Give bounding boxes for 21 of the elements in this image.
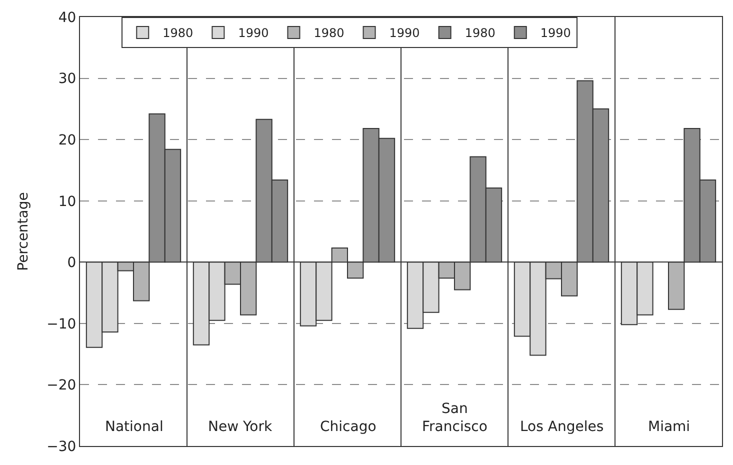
legend-label: 1980 [162, 26, 194, 40]
y-tick-label: 0 [67, 255, 76, 272]
legend-label: 1980 [464, 26, 496, 40]
legend-label: 1990 [389, 26, 420, 40]
y-tick-label: −10 [46, 316, 76, 332]
x-tick-label: Miami [648, 419, 690, 435]
y-tick-label: 10 [58, 194, 76, 210]
x-tick-label: National [105, 419, 164, 435]
y-axis-title: Percentage [15, 192, 32, 271]
x-tick-label: New York [208, 419, 273, 435]
y-tick-label: −20 [46, 378, 76, 394]
x-tick-label: Los Angeles [520, 419, 604, 435]
y-tick-label: −30 [46, 438, 76, 455]
y-tick-label: 40 [58, 10, 76, 26]
legend-label: 1990 [238, 26, 269, 40]
legend-label: 1990 [540, 26, 571, 40]
legend-label: 1980 [314, 26, 344, 40]
y-tick-label: 20 [58, 132, 76, 148]
x-tick-label: Chicago [320, 419, 376, 435]
x-tick-label: San Francisco [422, 401, 488, 436]
y-tick-label: 30 [58, 71, 76, 88]
